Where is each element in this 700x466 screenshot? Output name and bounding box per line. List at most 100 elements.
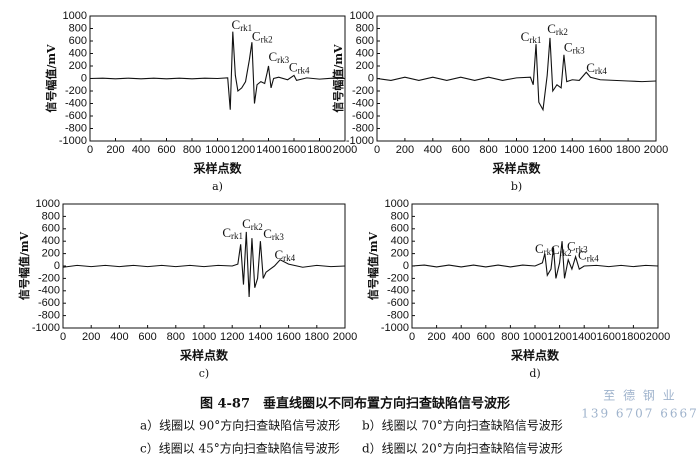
x-tick-label: 0	[374, 144, 380, 156]
peak-annotation: Crk4	[586, 60, 607, 76]
annotation-text: C	[222, 225, 231, 240]
peak-annotation: Crk1	[521, 29, 542, 45]
y-tick-label: -1000	[381, 322, 409, 334]
peak-annotation: Crk3	[269, 49, 290, 65]
x-tick-label: 200	[82, 331, 100, 343]
annotation-subscript: rk1	[529, 35, 541, 45]
annotation-subscript: rk3	[573, 46, 585, 56]
x-tick-label: 600	[157, 144, 175, 156]
y-axis-label: 信号幅值/mV	[331, 44, 345, 113]
annotation-text: C	[564, 39, 573, 54]
peak-annotation: Crk2	[242, 216, 263, 232]
y-tick-label: 800	[391, 210, 409, 222]
y-tick-label: 200	[391, 248, 409, 260]
x-axis-label: 采样点数	[179, 348, 229, 363]
y-tick-label: -800	[38, 310, 60, 322]
annotation-subscript: rk4	[587, 254, 599, 264]
figure-note: a）线圈以 90°方向扫查缺陷信号波形	[140, 418, 340, 433]
y-tick-label: 0	[403, 260, 409, 272]
x-tick-label: 400	[132, 144, 150, 156]
y-tick-label: 0	[368, 72, 374, 84]
annotation-subscript: rk2	[556, 27, 568, 37]
annotation-subscript: rk3	[576, 244, 588, 254]
y-tick-label: -600	[352, 110, 374, 122]
x-tick-label: 1600	[276, 331, 300, 343]
y-tick-label: 600	[42, 223, 60, 235]
y-tick-label: 400	[356, 47, 374, 59]
x-tick-label: 1000	[523, 331, 547, 343]
y-tick-label: 200	[69, 60, 87, 72]
x-tick-label: 2000	[333, 331, 357, 343]
signal-line	[89, 31, 346, 110]
annotation-text: C	[263, 226, 272, 241]
x-tick-label: 1200	[532, 144, 556, 156]
x-tick-label: 1400	[248, 331, 272, 343]
annotation-subscript: rk4	[595, 66, 607, 76]
y-tick-label: 400	[42, 235, 60, 247]
annotation-text: C	[567, 238, 576, 253]
y-tick-label: 400	[391, 235, 409, 247]
y-tick-label: 1000	[63, 10, 87, 22]
watermark: 至 德 钢 业	[603, 388, 676, 403]
y-tick-label: -200	[352, 85, 374, 97]
watermark: 139 6707 6667	[581, 407, 699, 421]
x-tick-label: 400	[110, 331, 128, 343]
y-axis-label: 信号幅值/mV	[44, 44, 58, 113]
y-tick-label: -600	[65, 110, 87, 122]
peak-annotation: Crk1	[222, 225, 243, 241]
y-tick-label: 1000	[385, 198, 409, 210]
x-axis-label: 采样点数	[491, 161, 541, 176]
y-axis-label: 信号幅值/mV	[17, 231, 31, 300]
peak-annotation: Crk2	[547, 21, 568, 37]
y-tick-label: 600	[356, 35, 374, 47]
x-tick-label: 800	[501, 331, 519, 343]
peak-annotation: Crk1	[535, 241, 556, 257]
y-tick-label: -1000	[32, 322, 60, 334]
y-tick-label: 800	[356, 22, 374, 34]
y-tick-label: -400	[352, 97, 374, 109]
y-tick-label: 0	[54, 260, 60, 272]
y-tick-label: 800	[69, 22, 87, 34]
figure-note: b）线圈以 70°方向扫查缺陷信号波形	[362, 418, 563, 433]
annotation-text: C	[551, 242, 560, 257]
y-tick-label: 0	[81, 72, 87, 84]
peak-annotation: Crk4	[289, 59, 310, 75]
y-tick-label: -600	[387, 297, 409, 309]
y-tick-label: 600	[391, 223, 409, 235]
x-tick-label: 800	[479, 144, 497, 156]
y-tick-label: 1000	[36, 198, 60, 210]
annotation-subscript: rk2	[261, 34, 273, 44]
x-axis-label: 采样点数	[510, 348, 560, 363]
chart-caption: d)	[529, 367, 540, 380]
y-tick-label: -800	[352, 122, 374, 134]
peak-annotation: Crk3	[567, 238, 588, 254]
y-tick-label: 1000	[350, 10, 374, 22]
annotation-text: C	[547, 21, 556, 36]
x-tick-label: 2000	[644, 144, 668, 156]
y-tick-label: -200	[65, 85, 87, 97]
x-tick-label: 1000	[504, 144, 528, 156]
x-tick-label: 1200	[220, 331, 244, 343]
x-tick-label: 1800	[305, 331, 329, 343]
annotation-text: C	[275, 247, 284, 262]
y-tick-label: -200	[38, 272, 60, 284]
annotation-text: C	[242, 216, 251, 231]
x-tick-label: 200	[427, 331, 445, 343]
x-tick-label: 2000	[333, 144, 357, 156]
figure-note: c）线圈以 45°方向扫查缺陷信号波形	[140, 441, 340, 456]
y-tick-label: -1000	[59, 135, 87, 147]
x-tick-label: 1200	[231, 144, 255, 156]
x-tick-label: 1200	[547, 331, 571, 343]
y-tick-label: 400	[69, 47, 87, 59]
annotation-text: C	[535, 241, 544, 256]
signal-line	[411, 241, 659, 279]
chart-caption: a)	[212, 180, 223, 193]
x-axis-label: 采样点数	[192, 161, 242, 176]
annotation-subscript: rk1	[240, 23, 252, 33]
x-tick-label: 600	[138, 331, 156, 343]
x-tick-label: 0	[409, 331, 415, 343]
annotation-text: C	[578, 248, 587, 263]
annotation-subscript: rk2	[251, 222, 263, 232]
annotation-subscript: rk3	[277, 55, 289, 65]
